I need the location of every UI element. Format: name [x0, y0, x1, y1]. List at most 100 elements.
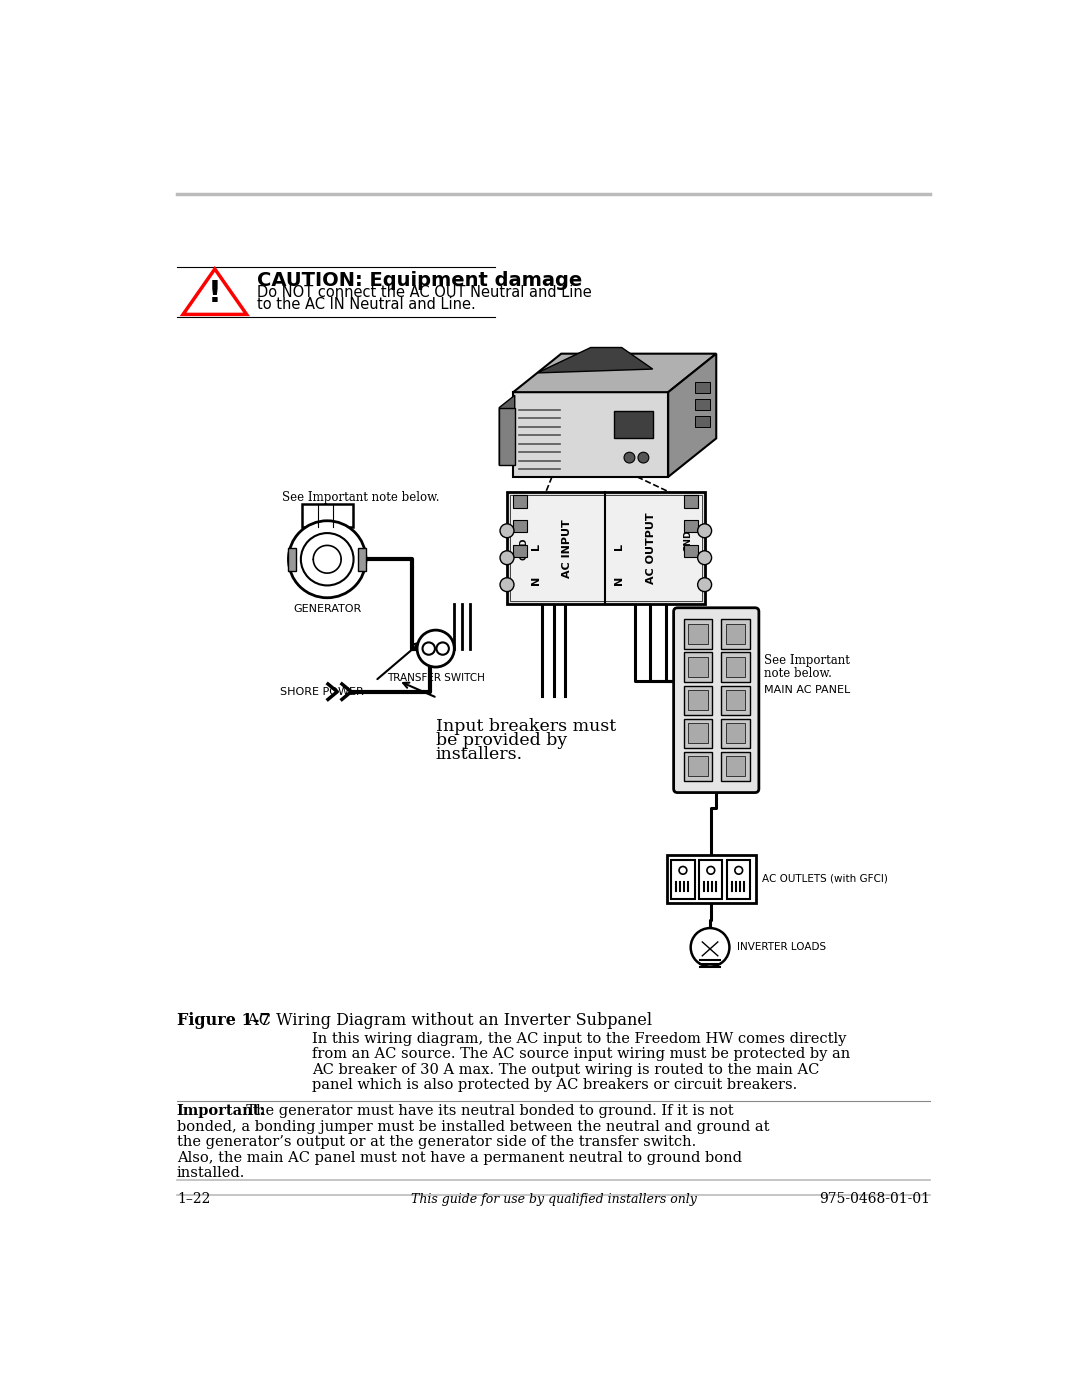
Polygon shape: [669, 354, 716, 477]
Circle shape: [698, 523, 712, 537]
Bar: [721, 752, 750, 781]
Bar: [688, 625, 707, 644]
Polygon shape: [513, 354, 716, 393]
Text: In this wiring diagram, the AC input to the Freedom HW comes directly: In this wiring diagram, the AC input to …: [312, 1033, 846, 1047]
Text: TRANSFER SWITCH: TRANSFER SWITCH: [387, 673, 485, 683]
Polygon shape: [537, 347, 652, 373]
Bar: [302, 504, 353, 527]
Bar: [721, 686, 750, 715]
Text: Do NOT connect the AC OUT Neutral and Line: Do NOT connect the AC OUT Neutral and Li…: [257, 285, 592, 300]
Bar: [684, 652, 713, 682]
Text: L: L: [615, 543, 624, 550]
Circle shape: [734, 866, 743, 874]
Bar: [721, 652, 750, 682]
Circle shape: [698, 551, 712, 565]
Text: from an AC source. The AC source input wiring must be protected by an: from an AC source. The AC source input w…: [312, 1048, 850, 1062]
Bar: [726, 756, 745, 776]
Bar: [688, 690, 707, 711]
Bar: [721, 619, 750, 648]
Text: MAIN AC PANEL: MAIN AC PANEL: [765, 684, 851, 695]
Text: CAUTION: Equipment damage: CAUTION: Equipment damage: [257, 271, 583, 290]
Text: Important:: Important:: [177, 1105, 266, 1119]
Text: GND: GND: [519, 537, 528, 559]
Bar: [694, 416, 710, 428]
Bar: [726, 690, 745, 711]
Bar: [688, 756, 707, 776]
Bar: [613, 411, 652, 439]
Text: Also, the main AC panel must not have a permanent neutral to ground bond: Also, the main AC panel must not have a …: [177, 1151, 742, 1165]
Text: GND: GND: [683, 530, 692, 552]
Bar: [288, 548, 296, 570]
Text: This guide for use by qualified installers only: This guide for use by qualified installe…: [410, 1194, 697, 1206]
Bar: [684, 719, 713, 748]
Bar: [513, 496, 527, 508]
Text: GENERATOR: GENERATOR: [293, 604, 362, 613]
Text: Input breakers must: Input breakers must: [435, 718, 616, 734]
Bar: [510, 496, 702, 601]
Bar: [721, 719, 750, 748]
Text: N: N: [615, 576, 624, 586]
Text: See Important note below.: See Important note below.: [282, 491, 440, 504]
Text: AC breaker of 30 A max. The output wiring is routed to the main AC: AC breaker of 30 A max. The output wirin…: [312, 1063, 819, 1077]
Bar: [513, 393, 669, 477]
Bar: [688, 657, 707, 677]
Bar: [685, 496, 699, 508]
Bar: [688, 723, 707, 744]
Circle shape: [638, 452, 649, 464]
Bar: [684, 686, 713, 715]
Circle shape: [624, 452, 635, 464]
Bar: [499, 408, 515, 465]
Bar: [359, 548, 366, 570]
Polygon shape: [499, 396, 515, 465]
Bar: [666, 855, 756, 902]
Circle shape: [301, 533, 353, 586]
Text: note below.: note below.: [765, 668, 833, 680]
Text: bonded, a bonding jumper must be installed between the neutral and ground at: bonded, a bonding jumper must be install…: [177, 1120, 769, 1134]
Text: N: N: [531, 576, 541, 586]
Text: AC Wiring Diagram without an Inverter Subpanel: AC Wiring Diagram without an Inverter Su…: [238, 1012, 652, 1029]
Polygon shape: [183, 269, 246, 315]
Text: !: !: [207, 279, 221, 308]
Bar: [726, 657, 745, 677]
Text: the generator’s output or at the generator side of the transfer switch.: the generator’s output or at the generat…: [177, 1135, 697, 1149]
Text: SHORE POWER: SHORE POWER: [280, 687, 364, 697]
Bar: [685, 520, 699, 533]
Bar: [507, 493, 704, 604]
Bar: [672, 861, 694, 899]
Circle shape: [698, 577, 712, 591]
Text: L: L: [531, 543, 541, 550]
Bar: [684, 752, 713, 781]
Bar: [685, 544, 699, 557]
Text: Figure 1-7: Figure 1-7: [177, 1012, 270, 1029]
Bar: [513, 520, 527, 533]
Bar: [726, 723, 745, 744]
Bar: [694, 382, 710, 393]
Bar: [513, 544, 527, 557]
Circle shape: [417, 630, 455, 668]
Text: to the AC IN Neutral and Line.: to the AC IN Neutral and Line.: [257, 297, 476, 312]
Text: installers.: installers.: [435, 745, 523, 762]
Text: INVERTER LOADS: INVERTER LOADS: [738, 942, 826, 952]
Circle shape: [422, 643, 435, 655]
Bar: [694, 400, 710, 409]
Text: installed.: installed.: [177, 1166, 245, 1180]
Circle shape: [500, 551, 514, 565]
Circle shape: [679, 866, 687, 874]
Bar: [726, 625, 745, 644]
Text: panel which is also protected by AC breakers or circuit breakers.: panel which is also protected by AC brea…: [312, 1078, 797, 1092]
FancyBboxPatch shape: [674, 608, 759, 793]
Circle shape: [691, 929, 729, 966]
Bar: [684, 619, 713, 648]
Text: 975-0468-01-01: 975-0468-01-01: [819, 1192, 930, 1206]
Bar: [699, 861, 723, 899]
Text: AC OUTPUT: AC OUTPUT: [646, 512, 657, 584]
Text: AC INPUT: AC INPUT: [563, 519, 572, 577]
Circle shape: [500, 577, 514, 591]
Text: See Important: See Important: [765, 654, 850, 668]
Circle shape: [436, 643, 449, 655]
Circle shape: [500, 523, 514, 537]
Text: AC OUTLETS (with GFCI): AC OUTLETS (with GFCI): [762, 874, 888, 884]
Circle shape: [707, 866, 715, 874]
Text: The generator must have its neutral bonded to ground. If it is not: The generator must have its neutral bond…: [238, 1105, 734, 1119]
Text: 1–22: 1–22: [177, 1192, 211, 1206]
